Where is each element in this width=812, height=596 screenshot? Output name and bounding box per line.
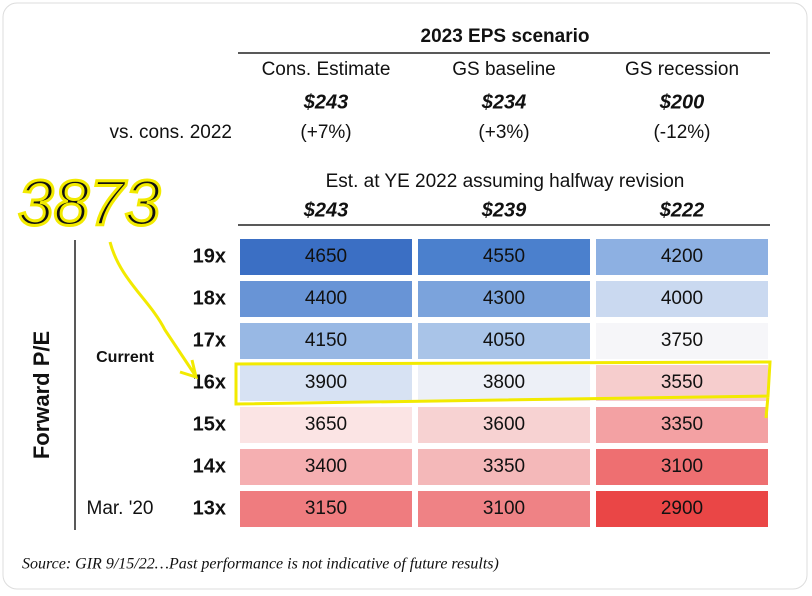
multiple-label: 13x bbox=[193, 497, 226, 519]
source: Source: GIR 9/15/22…Past performance is … bbox=[22, 556, 499, 573]
scenario-eps: $243 bbox=[303, 91, 349, 113]
cell-bg bbox=[596, 239, 768, 275]
cell-value: 3750 bbox=[661, 330, 703, 351]
scenario-name: GS recession bbox=[625, 59, 739, 80]
cell-value: 3900 bbox=[305, 372, 347, 393]
multiple-label: 15x bbox=[193, 413, 226, 435]
handwriting: 3873 bbox=[18, 167, 161, 239]
scenario-name: GS baseline bbox=[452, 59, 556, 80]
cell-value: 3600 bbox=[483, 414, 525, 435]
scenario-vs-cons: (+7%) bbox=[300, 122, 351, 143]
table: Cons. Estimate $243 (+7%) $243 GS baseline $2… bbox=[193, 59, 768, 527]
cell-value: 3100 bbox=[661, 456, 703, 477]
multiple-label: 18x bbox=[193, 287, 226, 309]
cell-value: 3650 bbox=[305, 414, 347, 435]
scenario-eps: $234 bbox=[481, 91, 527, 113]
cell-value: 3100 bbox=[483, 498, 525, 519]
scenario-vs-cons: (-12%) bbox=[653, 122, 710, 143]
cell-value: 3800 bbox=[483, 372, 525, 393]
vs-label: vs. cons. 2022 bbox=[109, 122, 232, 143]
cell-bg bbox=[596, 407, 768, 443]
cell-value: 3400 bbox=[305, 456, 347, 477]
cell-bg bbox=[240, 449, 412, 485]
cell-bg bbox=[418, 491, 590, 527]
cell-value: 3350 bbox=[661, 414, 703, 435]
highlight-box bbox=[234, 360, 772, 419]
cell-bg bbox=[596, 491, 768, 527]
cell-bg bbox=[596, 449, 768, 485]
cell-bg bbox=[418, 407, 590, 443]
cell-bg bbox=[240, 281, 412, 317]
cell-value: 3550 bbox=[661, 372, 703, 393]
cell-bg bbox=[240, 365, 412, 401]
title: 2023 EPS scenario bbox=[421, 26, 590, 47]
multiple-label: 19x bbox=[193, 245, 226, 267]
scenario-vs-cons: (+3%) bbox=[478, 122, 529, 143]
cell-value: 4050 bbox=[483, 330, 525, 351]
cell-bg bbox=[240, 323, 412, 359]
scenario-est-ye: $239 bbox=[481, 199, 527, 221]
cell-value: 4650 bbox=[305, 246, 347, 267]
scenario-eps: $200 bbox=[659, 91, 705, 113]
est-label: Est. at YE 2022 assuming halfway revisio… bbox=[326, 171, 685, 192]
cell-value: 4150 bbox=[305, 330, 347, 351]
cell-value: 3150 bbox=[305, 498, 347, 519]
cell-value: 3350 bbox=[483, 456, 525, 477]
cell-value: 2900 bbox=[661, 498, 703, 519]
axis-label: Forward P/E bbox=[29, 331, 54, 459]
cell-value: 4300 bbox=[483, 288, 525, 309]
cell-bg bbox=[240, 407, 412, 443]
cell-value: 4200 bbox=[661, 246, 703, 267]
cell-value: 4550 bbox=[483, 246, 525, 267]
scenario-name: Cons. Estimate bbox=[262, 59, 391, 80]
cell-value: 4400 bbox=[305, 288, 347, 309]
cell-bg bbox=[418, 323, 590, 359]
scenario-est-ye: $222 bbox=[659, 199, 705, 221]
scenario-est-ye: $243 bbox=[303, 199, 349, 221]
cell-bg bbox=[240, 491, 412, 527]
cell-value: 4000 bbox=[661, 288, 703, 309]
multiple-label: 16x bbox=[193, 371, 226, 393]
cell-bg bbox=[418, 365, 590, 401]
cell-bg bbox=[418, 239, 590, 275]
cell-bg bbox=[418, 449, 590, 485]
cell-bg bbox=[596, 281, 768, 317]
march-label: Mar. '20 bbox=[87, 498, 154, 519]
cell-bg bbox=[418, 281, 590, 317]
arrow bbox=[108, 241, 199, 380]
multiple-label: 17x bbox=[193, 329, 226, 351]
multiple-label: 14x bbox=[193, 455, 226, 477]
cell-bg bbox=[596, 323, 768, 359]
cell-bg bbox=[240, 239, 412, 275]
current-label: Current bbox=[96, 349, 154, 366]
